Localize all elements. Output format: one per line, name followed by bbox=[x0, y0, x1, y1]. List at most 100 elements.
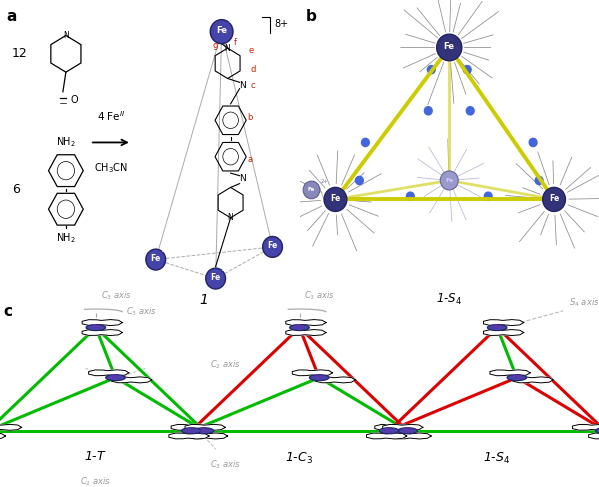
Text: Fe: Fe bbox=[403, 428, 412, 433]
Text: Fe: Fe bbox=[445, 178, 453, 183]
Circle shape bbox=[484, 192, 492, 200]
Text: NH$_2$: NH$_2$ bbox=[56, 231, 76, 244]
Polygon shape bbox=[169, 433, 209, 439]
Polygon shape bbox=[315, 377, 355, 383]
Polygon shape bbox=[171, 424, 211, 431]
Circle shape bbox=[437, 34, 462, 61]
Circle shape bbox=[464, 66, 471, 74]
Text: Fe: Fe bbox=[295, 324, 304, 330]
Text: 8+: 8+ bbox=[274, 19, 288, 29]
Text: 6: 6 bbox=[12, 184, 20, 196]
Circle shape bbox=[206, 268, 225, 289]
Circle shape bbox=[595, 428, 599, 434]
Text: 1-$S_4$: 1-$S_4$ bbox=[436, 292, 462, 307]
Text: N: N bbox=[225, 44, 231, 53]
Text: d: d bbox=[250, 65, 256, 74]
Circle shape bbox=[303, 181, 320, 199]
Text: f: f bbox=[234, 38, 237, 47]
Text: Fe: Fe bbox=[187, 428, 196, 433]
Polygon shape bbox=[513, 377, 553, 383]
Circle shape bbox=[530, 138, 537, 147]
Polygon shape bbox=[286, 319, 326, 325]
Text: Fe: Fe bbox=[330, 194, 341, 203]
Circle shape bbox=[309, 375, 329, 381]
Text: c: c bbox=[3, 304, 12, 319]
Circle shape bbox=[488, 324, 507, 331]
Circle shape bbox=[210, 19, 233, 44]
Circle shape bbox=[290, 324, 309, 331]
Polygon shape bbox=[185, 424, 225, 431]
Text: CH$_3$CN: CH$_3$CN bbox=[94, 162, 128, 175]
Text: 1-$C_3$: 1-$C_3$ bbox=[286, 450, 313, 466]
Text: Fe: Fe bbox=[549, 194, 559, 203]
Text: 2+: 2+ bbox=[279, 235, 286, 240]
Circle shape bbox=[379, 428, 399, 434]
Polygon shape bbox=[573, 424, 599, 431]
Text: Fe: Fe bbox=[308, 187, 315, 192]
Text: N: N bbox=[240, 174, 246, 183]
Text: Fe: Fe bbox=[267, 242, 278, 250]
Polygon shape bbox=[82, 330, 122, 336]
Text: g: g bbox=[213, 41, 218, 50]
Text: NH$_2$: NH$_2$ bbox=[56, 135, 76, 149]
Circle shape bbox=[406, 192, 415, 200]
Polygon shape bbox=[367, 433, 407, 439]
Circle shape bbox=[355, 176, 363, 185]
Text: $C_2$ axis: $C_2$ axis bbox=[210, 358, 241, 371]
Circle shape bbox=[105, 375, 125, 381]
Text: 2+: 2+ bbox=[222, 267, 229, 272]
Polygon shape bbox=[82, 319, 122, 325]
Circle shape bbox=[194, 428, 214, 434]
Text: Fe: Fe bbox=[199, 428, 208, 433]
Text: b: b bbox=[305, 9, 316, 24]
Text: e: e bbox=[249, 46, 254, 55]
Text: 1: 1 bbox=[199, 293, 208, 307]
Text: N: N bbox=[63, 31, 69, 40]
Text: 2+: 2+ bbox=[320, 179, 328, 184]
Circle shape bbox=[361, 138, 369, 147]
Text: $C_3$ axis: $C_3$ axis bbox=[126, 306, 157, 318]
Text: 1-$S_4$: 1-$S_4$ bbox=[483, 450, 511, 466]
Text: Fe: Fe bbox=[111, 375, 120, 380]
Text: $C_2$ axis: $C_2$ axis bbox=[80, 476, 111, 487]
Polygon shape bbox=[483, 330, 524, 336]
Circle shape bbox=[427, 66, 435, 74]
Circle shape bbox=[466, 107, 474, 115]
Text: b: b bbox=[247, 112, 253, 122]
Text: $S_4$ axis: $S_4$ axis bbox=[569, 297, 599, 309]
Circle shape bbox=[262, 237, 283, 257]
Circle shape bbox=[324, 187, 347, 211]
Polygon shape bbox=[0, 433, 5, 439]
Text: $C_3$ axis: $C_3$ axis bbox=[304, 289, 335, 302]
Text: O: O bbox=[71, 95, 78, 105]
Polygon shape bbox=[89, 370, 129, 376]
Text: Fe: Fe bbox=[385, 428, 394, 433]
Text: Fe: Fe bbox=[314, 375, 324, 380]
Text: c: c bbox=[251, 81, 255, 90]
Polygon shape bbox=[187, 433, 228, 439]
Text: N: N bbox=[240, 81, 246, 90]
Circle shape bbox=[536, 176, 543, 185]
Polygon shape bbox=[490, 370, 530, 376]
Text: $C_3$ axis: $C_3$ axis bbox=[210, 459, 241, 471]
Polygon shape bbox=[589, 433, 599, 439]
Circle shape bbox=[440, 171, 458, 190]
Circle shape bbox=[398, 428, 418, 434]
Text: N: N bbox=[228, 213, 234, 222]
Circle shape bbox=[507, 375, 527, 381]
Circle shape bbox=[146, 249, 165, 270]
Circle shape bbox=[543, 187, 565, 211]
Text: Fe: Fe bbox=[512, 375, 522, 380]
Text: Fe: Fe bbox=[444, 42, 455, 51]
Polygon shape bbox=[391, 433, 431, 439]
Text: Fe: Fe bbox=[150, 254, 161, 263]
Text: 2+: 2+ bbox=[162, 248, 170, 253]
Polygon shape bbox=[292, 370, 332, 376]
Polygon shape bbox=[111, 377, 152, 383]
Text: 4 Fe$^{II}$: 4 Fe$^{II}$ bbox=[96, 110, 125, 123]
Text: 12: 12 bbox=[12, 47, 28, 60]
Text: Fe: Fe bbox=[216, 26, 227, 35]
Text: a: a bbox=[247, 155, 253, 164]
Polygon shape bbox=[383, 424, 423, 431]
Text: Fe: Fe bbox=[91, 324, 101, 330]
